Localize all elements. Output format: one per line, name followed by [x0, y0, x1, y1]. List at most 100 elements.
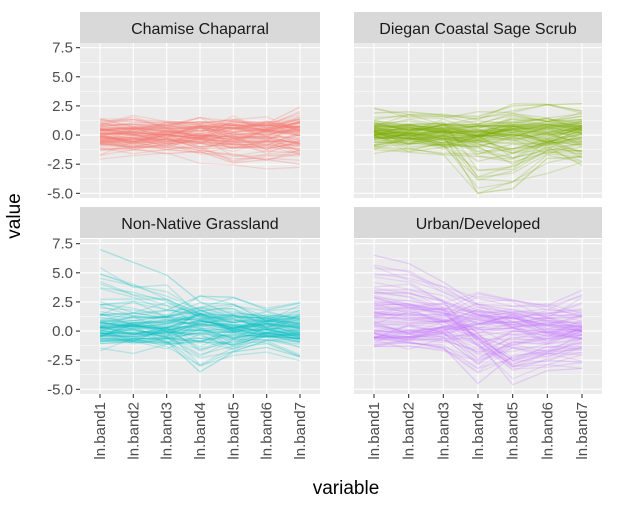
y-tick-label: -5.0: [47, 381, 73, 398]
observation-line: [373, 320, 583, 339]
observation-line: [99, 302, 301, 328]
observation-line: [99, 331, 301, 342]
observation-line: [99, 142, 301, 158]
observation-line: [99, 248, 301, 330]
observation-line: [99, 330, 301, 350]
observation-line: [373, 131, 583, 159]
observation-line: [99, 139, 301, 150]
observation-line: [373, 327, 583, 346]
observation-line: [99, 118, 301, 129]
observation-line: [373, 126, 583, 147]
observation-line: [373, 118, 583, 132]
observation-line: [99, 116, 301, 140]
observation-line: [99, 311, 301, 329]
observation-line: [99, 133, 301, 146]
x-tick-label: ln.band1: [366, 402, 383, 460]
observation-line: [99, 331, 301, 340]
observation-line: [99, 310, 301, 325]
observation-line: [99, 326, 301, 352]
observation-line: [99, 134, 301, 151]
observation-line: [99, 126, 301, 140]
observation-line: [373, 313, 583, 362]
observation-line: [373, 308, 583, 324]
observation-line: [373, 130, 583, 137]
observation-line: [99, 127, 301, 137]
observation-line: [373, 119, 583, 135]
observation-line: [99, 306, 301, 323]
observation-line: [99, 295, 301, 316]
observation-line: [373, 148, 583, 163]
observation-line: [99, 312, 301, 331]
x-tick-label: ln.band2: [125, 402, 142, 460]
observation-line: [373, 309, 583, 325]
y-tick-label: -2.5: [47, 156, 73, 173]
observation-line: [373, 304, 583, 318]
observation-line: [99, 125, 301, 143]
observation-line: [99, 328, 301, 342]
observation-line: [99, 305, 301, 318]
observation-line: [99, 328, 301, 348]
observation-line: [373, 125, 583, 142]
observation-line: [99, 309, 301, 332]
x-axis-title: variable: [313, 478, 380, 499]
observation-line: [373, 139, 583, 155]
observation-line: [373, 104, 583, 120]
observation-line: [373, 136, 583, 153]
observation-line: [99, 124, 301, 138]
facet-panel: Diegan Coastal Sage Scrub: [354, 12, 602, 198]
observation-line: [373, 323, 583, 338]
observation-line: [99, 122, 301, 132]
observation-line: [373, 125, 583, 140]
observation-line: [99, 308, 301, 329]
observation-line: [373, 114, 583, 129]
observation-line: [373, 132, 583, 147]
observation-line: [373, 310, 583, 322]
observation-line: [99, 328, 301, 348]
observation-line: [99, 140, 301, 151]
observation-line: [99, 335, 301, 373]
panels-layer: Chamise Chaparral Diegan Coastal Sage Scr…: [80, 12, 602, 394]
observation-line: [373, 326, 583, 361]
observation-line: [373, 118, 583, 132]
observation-line: [99, 137, 301, 150]
series-lines: [373, 102, 583, 195]
observation-line: [99, 331, 301, 345]
observation-line: [99, 303, 301, 334]
observation-line: [374, 343, 583, 362]
x-tick-label: ln.band6: [539, 402, 556, 460]
observation-line: [373, 132, 583, 155]
observation-line: [373, 290, 583, 336]
observation-line: [99, 136, 301, 151]
observation-line: [373, 130, 583, 178]
observation-line: [99, 324, 301, 348]
observation-line: [373, 312, 583, 336]
observation-line: [373, 130, 583, 140]
observation-line: [373, 123, 583, 133]
observation-line: [99, 120, 301, 132]
observation-line: [99, 324, 301, 337]
observation-line: [99, 134, 301, 149]
observation-line: [373, 291, 583, 323]
observation-line: [99, 320, 301, 335]
observation-line: [373, 132, 583, 195]
observation-line: [373, 124, 583, 138]
observation-line: [99, 302, 301, 323]
observation-line: [373, 129, 583, 144]
observation-line: [373, 337, 583, 365]
observation-line: [99, 129, 301, 144]
observation-line: [99, 116, 301, 133]
observation-line: [99, 123, 301, 134]
x-tick-label: ln.band7: [574, 402, 591, 460]
observation-line: [99, 283, 301, 338]
observation-line: [99, 132, 301, 148]
observation-line: [373, 133, 583, 142]
observation-line: [99, 328, 301, 342]
facet-panel: Chamise Chaparral: [80, 12, 320, 198]
observation-line: [373, 134, 583, 150]
observation-line: [373, 306, 583, 370]
observation-line: [99, 130, 301, 145]
observation-line: [99, 323, 301, 340]
observation-line: [99, 335, 301, 356]
observation-line: [373, 292, 583, 330]
